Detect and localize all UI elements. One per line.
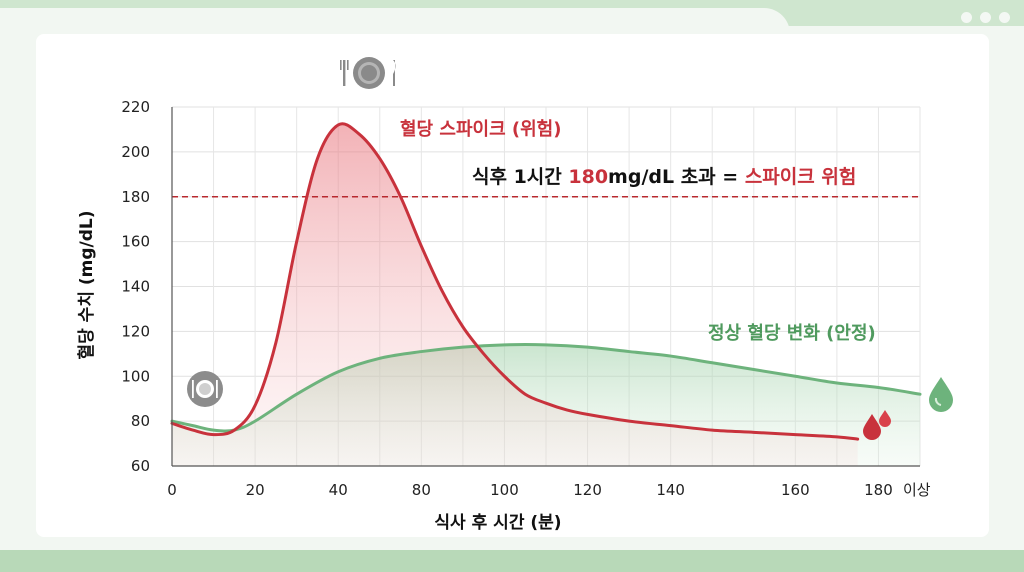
x-tick-label: 40 xyxy=(329,481,348,499)
x-tick-label: 120 xyxy=(573,481,602,499)
plate-fork-knife-icon xyxy=(187,371,223,407)
series-areas xyxy=(172,123,920,466)
threshold-note-part: 180 xyxy=(568,166,608,188)
y-tick-label: 160 xyxy=(121,233,150,251)
x-tick-label: 20 xyxy=(246,481,265,499)
x-tick-label: 160 xyxy=(781,481,810,499)
water-drop-icon xyxy=(929,377,953,412)
spike-series-area xyxy=(172,123,858,466)
y-tick-label: 200 xyxy=(121,143,150,161)
spike-series-label: 혈당 스파이크 (위험) xyxy=(400,118,561,140)
window-dot[interactable] xyxy=(961,12,972,23)
y-tick-label: 220 xyxy=(121,98,150,116)
window-dot[interactable] xyxy=(980,12,991,23)
x-axis-label: 식사 후 시간 (분) xyxy=(434,512,561,533)
normal-series-label: 정상 혈당 변화 (안정) xyxy=(708,322,876,344)
threshold-note-part: 식후 1시간 xyxy=(472,166,568,188)
x-tick-label: 180 xyxy=(864,481,893,499)
series-lines xyxy=(170,122,922,441)
y-tick-label: 100 xyxy=(121,367,150,385)
y-tick-label: 80 xyxy=(131,412,150,430)
plate-fork-knife-icon xyxy=(340,57,396,89)
window-dot[interactable] xyxy=(999,12,1010,23)
bottom-strip xyxy=(0,550,1024,572)
y-tick-labels: 60 80 100 120 140 160 180 200 220 xyxy=(121,98,150,475)
x-tick-labels: 0 20 40 80 100 120 140 160 180 xyxy=(167,481,893,499)
y-tick-label: 180 xyxy=(121,188,150,206)
y-axis-label: 혈당 수치 (mg/dL) xyxy=(76,210,97,359)
x-tick-suffix: 이상 xyxy=(903,481,931,499)
x-tick-label: 140 xyxy=(656,481,685,499)
threshold-note-part: mg/dL 초과 = xyxy=(608,166,745,188)
window-dots xyxy=(961,12,1010,23)
x-tick-label: 0 xyxy=(167,481,177,499)
y-tick-label: 140 xyxy=(121,278,150,296)
threshold-note-part: 스파이크 위험 xyxy=(745,166,857,188)
y-tick-label: 60 xyxy=(131,457,150,475)
normal-series-line xyxy=(170,343,922,433)
x-tick-label: 100 xyxy=(490,481,519,499)
y-tick-label: 120 xyxy=(121,322,150,340)
blood-drop-icon xyxy=(863,410,891,440)
x-tick-label: 80 xyxy=(412,481,431,499)
spike-series-line xyxy=(170,122,860,441)
threshold-annotation: 식후 1시간 180mg/dL 초과 = 스파이크 위험 xyxy=(472,166,856,188)
